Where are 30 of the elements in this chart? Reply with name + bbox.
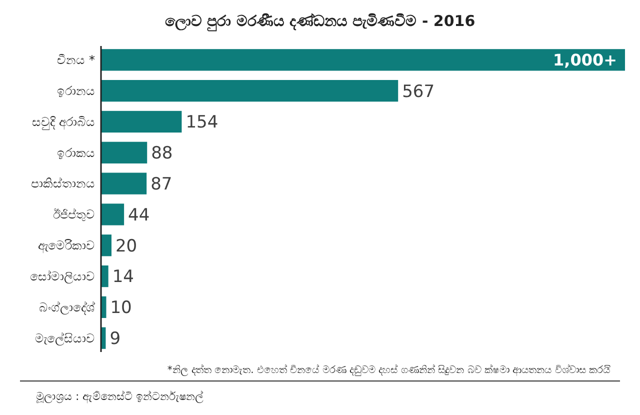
data-label: 10	[110, 298, 132, 318]
data-label: 567	[402, 82, 435, 102]
y-tick-label: ඇමෙරිකාව	[38, 238, 95, 254]
y-tick-label: චීනය *	[57, 53, 95, 68]
data-label: 14	[112, 267, 134, 288]
data-label: 1,000+	[552, 50, 617, 70]
data-label: 44	[128, 205, 150, 226]
data-label: 9	[110, 329, 121, 350]
bar	[101, 49, 625, 71]
data-label: 87	[150, 174, 172, 194]
data-label: 154	[186, 112, 218, 133]
text: මූලාශ්‍රය : ඇම්නෙස්ටි ඉන්ටර්නැෂනල්	[36, 389, 204, 404]
y-tick-label: ඉරාකය	[57, 146, 95, 160]
y-tick-label: මැලේසියාව	[35, 331, 95, 346]
chart-title: ලොව පුරා මරණීය දණ්ඩනය පැමිණවීම - 2016	[164, 12, 476, 32]
data-label: 20	[115, 236, 138, 256]
y-tick-label: ඉරානය	[57, 84, 95, 98]
bar	[101, 142, 148, 164]
bar	[101, 234, 112, 256]
y-tick-label: සෝමාලියාව	[30, 269, 95, 284]
y-tick-label: පාකිස්තානය	[31, 176, 95, 191]
y-tick-label: ඊජිප්තුව	[53, 208, 95, 222]
y-tick-label: බංග්ලාදේශ්	[39, 300, 95, 316]
bar	[101, 204, 124, 226]
y-tick-label: සවුදි අරාබිය	[32, 114, 95, 130]
bar	[101, 110, 182, 133]
text: *නිල දත්ත නොමැත. එහෙත් චීනයේ මරණ දඬුවම දහස් ගණනින් සිදුවන බව ක්ෂමා ආයතනය විශ්වාස කරයි	[167, 363, 611, 376]
bar	[101, 172, 147, 194]
bar	[101, 80, 398, 102]
data-label: 88	[151, 144, 173, 164]
